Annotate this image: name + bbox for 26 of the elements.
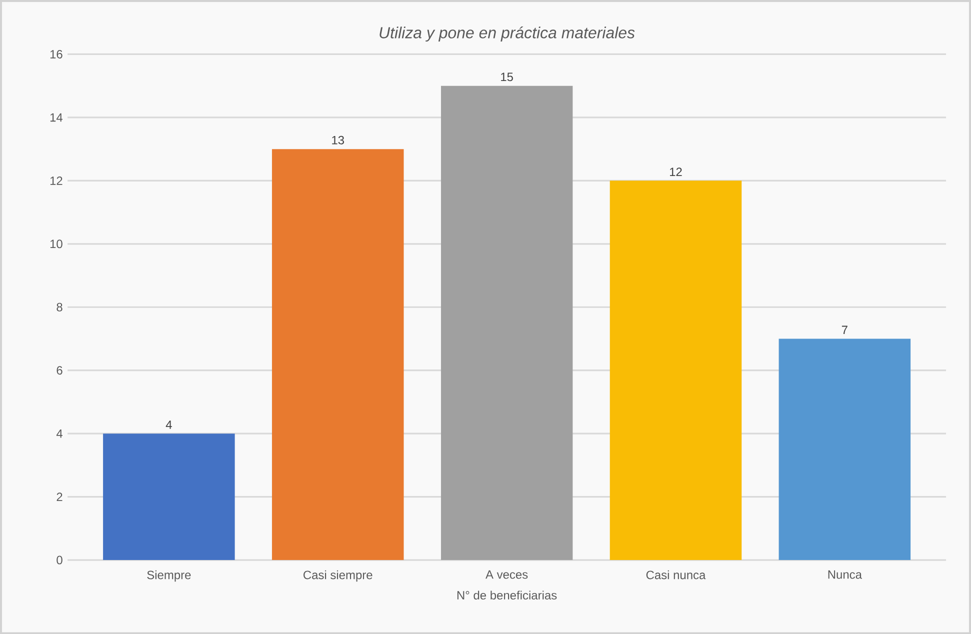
x-tick-label: A veces xyxy=(486,570,528,579)
y-tick-label: 6 xyxy=(56,366,62,374)
bar xyxy=(440,86,573,560)
x-axis-title: N° de beneficiarias xyxy=(457,590,557,600)
x-tick-label: Siempre xyxy=(147,570,191,582)
bar xyxy=(272,148,404,560)
data-label: 12 xyxy=(670,168,682,176)
x-tick-label: Casi siempre xyxy=(304,570,372,582)
y-tick-label: 2 xyxy=(56,492,62,501)
data-label: 7 xyxy=(842,326,848,334)
y-tick-label: 16 xyxy=(50,50,62,58)
chart-title: Utiliza y pone en práctica materiales xyxy=(380,26,635,42)
y-tick-label: 14 xyxy=(50,113,62,122)
y-tick-label: 4 xyxy=(56,429,62,438)
x-tick-label: Nunca xyxy=(828,570,862,579)
x-tick-label: Casi nunca xyxy=(646,570,706,580)
bar xyxy=(610,180,742,560)
y-tick-label: 10 xyxy=(50,240,62,248)
data-label: 15 xyxy=(501,72,513,82)
data-label: 4 xyxy=(166,420,172,429)
data-label: 13 xyxy=(332,136,344,144)
bar xyxy=(778,338,911,560)
y-tick-label: 8 xyxy=(56,302,62,312)
y-tick-label: 0 xyxy=(56,556,62,564)
bar xyxy=(103,433,235,560)
y-tick-label: 12 xyxy=(50,176,62,185)
